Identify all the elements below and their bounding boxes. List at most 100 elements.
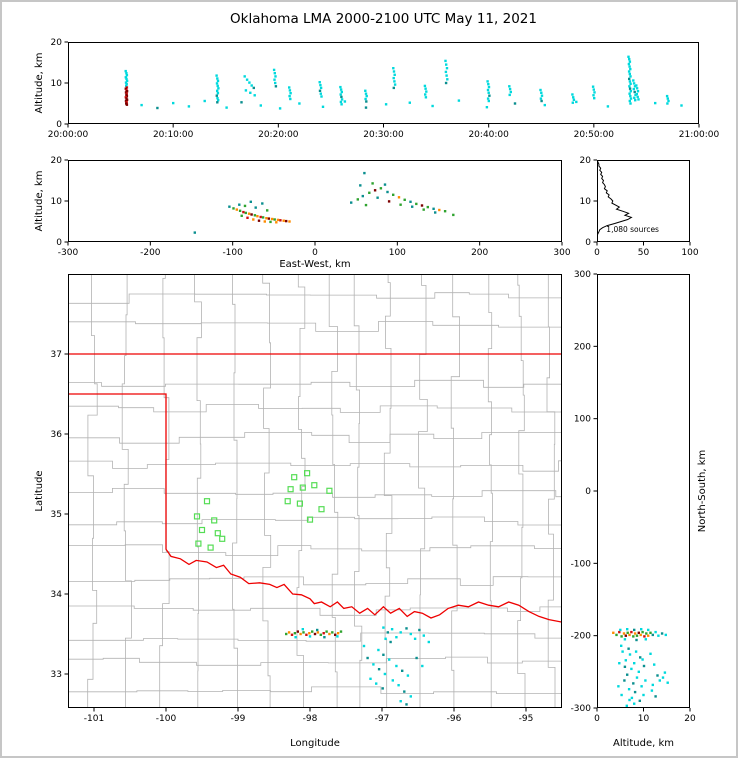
y-axis-label: North-South, km [697, 450, 708, 533]
county-line [232, 274, 238, 708]
x-tick-label: 200 [471, 248, 488, 258]
county-line [487, 274, 493, 708]
x-tick-label: 20:30:00 [363, 130, 404, 140]
x-tick-label: 20:10:00 [153, 130, 194, 140]
lightning-points [285, 626, 430, 706]
figure-title: Oklahoma LMA 2000-2100 UTC May 11, 2021 [230, 11, 537, 27]
y-tick-label: 10 [51, 197, 63, 207]
x-tick-label: -96 [447, 714, 462, 724]
x-tick-label: 10 [638, 714, 650, 724]
y-tick-label: -200 [571, 632, 592, 642]
county-line [68, 656, 562, 666]
county-line [262, 274, 272, 708]
y-axis-label: Altitude, km [34, 53, 45, 114]
y-tick-label: 20 [51, 38, 63, 48]
station-marker [195, 540, 202, 547]
county-line [68, 460, 562, 472]
y-tick-label: 200 [574, 342, 591, 352]
y-tick-label: 10 [580, 197, 592, 207]
north-south-height-panel: 0 10 20 300 200 100 0 -100 -200 -300 Altitude, km N… [571, 270, 708, 749]
station-marker [193, 513, 201, 520]
x-axis-label: Longitude [290, 738, 340, 749]
x-axis-label: Altitude, km [613, 738, 674, 749]
x-tick-label: -100 [222, 248, 243, 258]
x-tick-label: 300 [553, 248, 570, 258]
x-tick-label: -98 [303, 714, 318, 724]
x-tick-label: 0 [594, 714, 600, 724]
county-line [87, 274, 98, 708]
x-tick-label: -200 [140, 248, 161, 258]
y-tick-label: 35 [51, 510, 62, 520]
plan-view-map-panel: -101 -100 -99 -98 -97 -96 -95 33 34 35 36 37 Longitu… [34, 274, 562, 749]
data-layer [124, 55, 683, 110]
histogram-line [597, 160, 633, 242]
x-tick-label: 20:50:00 [574, 130, 615, 140]
east-west-height-chart: -300 -200 -100 0 100 200 300 0 10 20 East-West, km… [34, 156, 571, 270]
x-tick-label: -300 [58, 248, 79, 258]
data-layer [597, 160, 633, 242]
county-line [68, 488, 562, 498]
x-tick-label: 20:00:00 [48, 130, 89, 140]
county-line [546, 274, 556, 708]
y-tick-label: 0 [585, 487, 591, 497]
x-tick-label: 100 [681, 248, 698, 258]
station-marker [306, 516, 314, 523]
station-marker [219, 535, 226, 542]
county-line [68, 292, 562, 304]
station-marker [198, 526, 206, 534]
time-height-panel: 20:00:00 20:10:00 20:20:00 20:30:00 20:40:00… [34, 38, 719, 140]
county-line [328, 274, 339, 708]
data-layer [612, 628, 669, 707]
y-tick-label: 0 [585, 238, 591, 248]
y-tick-label: 34 [51, 590, 63, 600]
y-tick-label: 10 [51, 79, 63, 89]
x-axis-label: East-West, km [279, 259, 350, 270]
x-tick-label: -99 [231, 714, 246, 724]
x-tick-label: -95 [519, 714, 534, 724]
station-marker [291, 474, 298, 481]
county-line [68, 576, 562, 586]
x-tick-label: 20 [684, 714, 696, 724]
station-marker [203, 498, 211, 505]
county-line [383, 274, 393, 708]
y-axis-label: Altitude, km [34, 171, 45, 232]
time-height-chart: 20:00:00 20:10:00 20:20:00 20:30:00 20:40:00… [34, 38, 719, 140]
y-tick-label: 300 [574, 270, 591, 280]
north-south-height-chart: 0 10 20 300 200 100 0 -100 -200 -300 Altitude, km N… [571, 270, 708, 749]
y-tick-label: 0 [56, 238, 62, 248]
station-marker [299, 484, 306, 491]
panel-border [68, 274, 562, 708]
panel-border [68, 160, 562, 242]
panel-border [68, 42, 699, 124]
state-border-line [68, 393, 562, 623]
county-line [68, 432, 562, 444]
county-line [68, 686, 562, 694]
x-tick-label: 50 [638, 248, 650, 258]
county-line [194, 274, 202, 708]
county-line [68, 321, 562, 332]
y-tick-label: 33 [51, 670, 62, 680]
station-marker [318, 506, 325, 513]
x-tick-label: 100 [389, 248, 406, 258]
county-line [68, 516, 562, 526]
lightning-points [193, 171, 455, 234]
y-tick-label: 20 [51, 156, 63, 166]
panel-border [597, 274, 690, 708]
x-tick-label: 20:40:00 [468, 130, 509, 140]
y-tick-label: -300 [571, 704, 592, 714]
x-tick-label: -97 [375, 714, 390, 724]
plan-view-map-chart: -101 -100 -99 -98 -97 -96 -95 33 34 35 36 37 Longitu… [34, 274, 562, 749]
county-line [517, 274, 526, 708]
county-line [353, 274, 363, 708]
y-tick-label: 100 [574, 415, 591, 425]
data-layer [68, 274, 562, 708]
x-tick-label: -100 [156, 714, 177, 724]
source-count-label: 1,080 sources [606, 225, 659, 234]
x-tick-label: -101 [84, 714, 104, 724]
station-marker [207, 544, 214, 551]
y-tick-label: -100 [571, 559, 592, 569]
x-tick-label: 0 [312, 248, 318, 258]
station-marker [296, 500, 303, 507]
y-tick-label: 0 [56, 120, 62, 130]
